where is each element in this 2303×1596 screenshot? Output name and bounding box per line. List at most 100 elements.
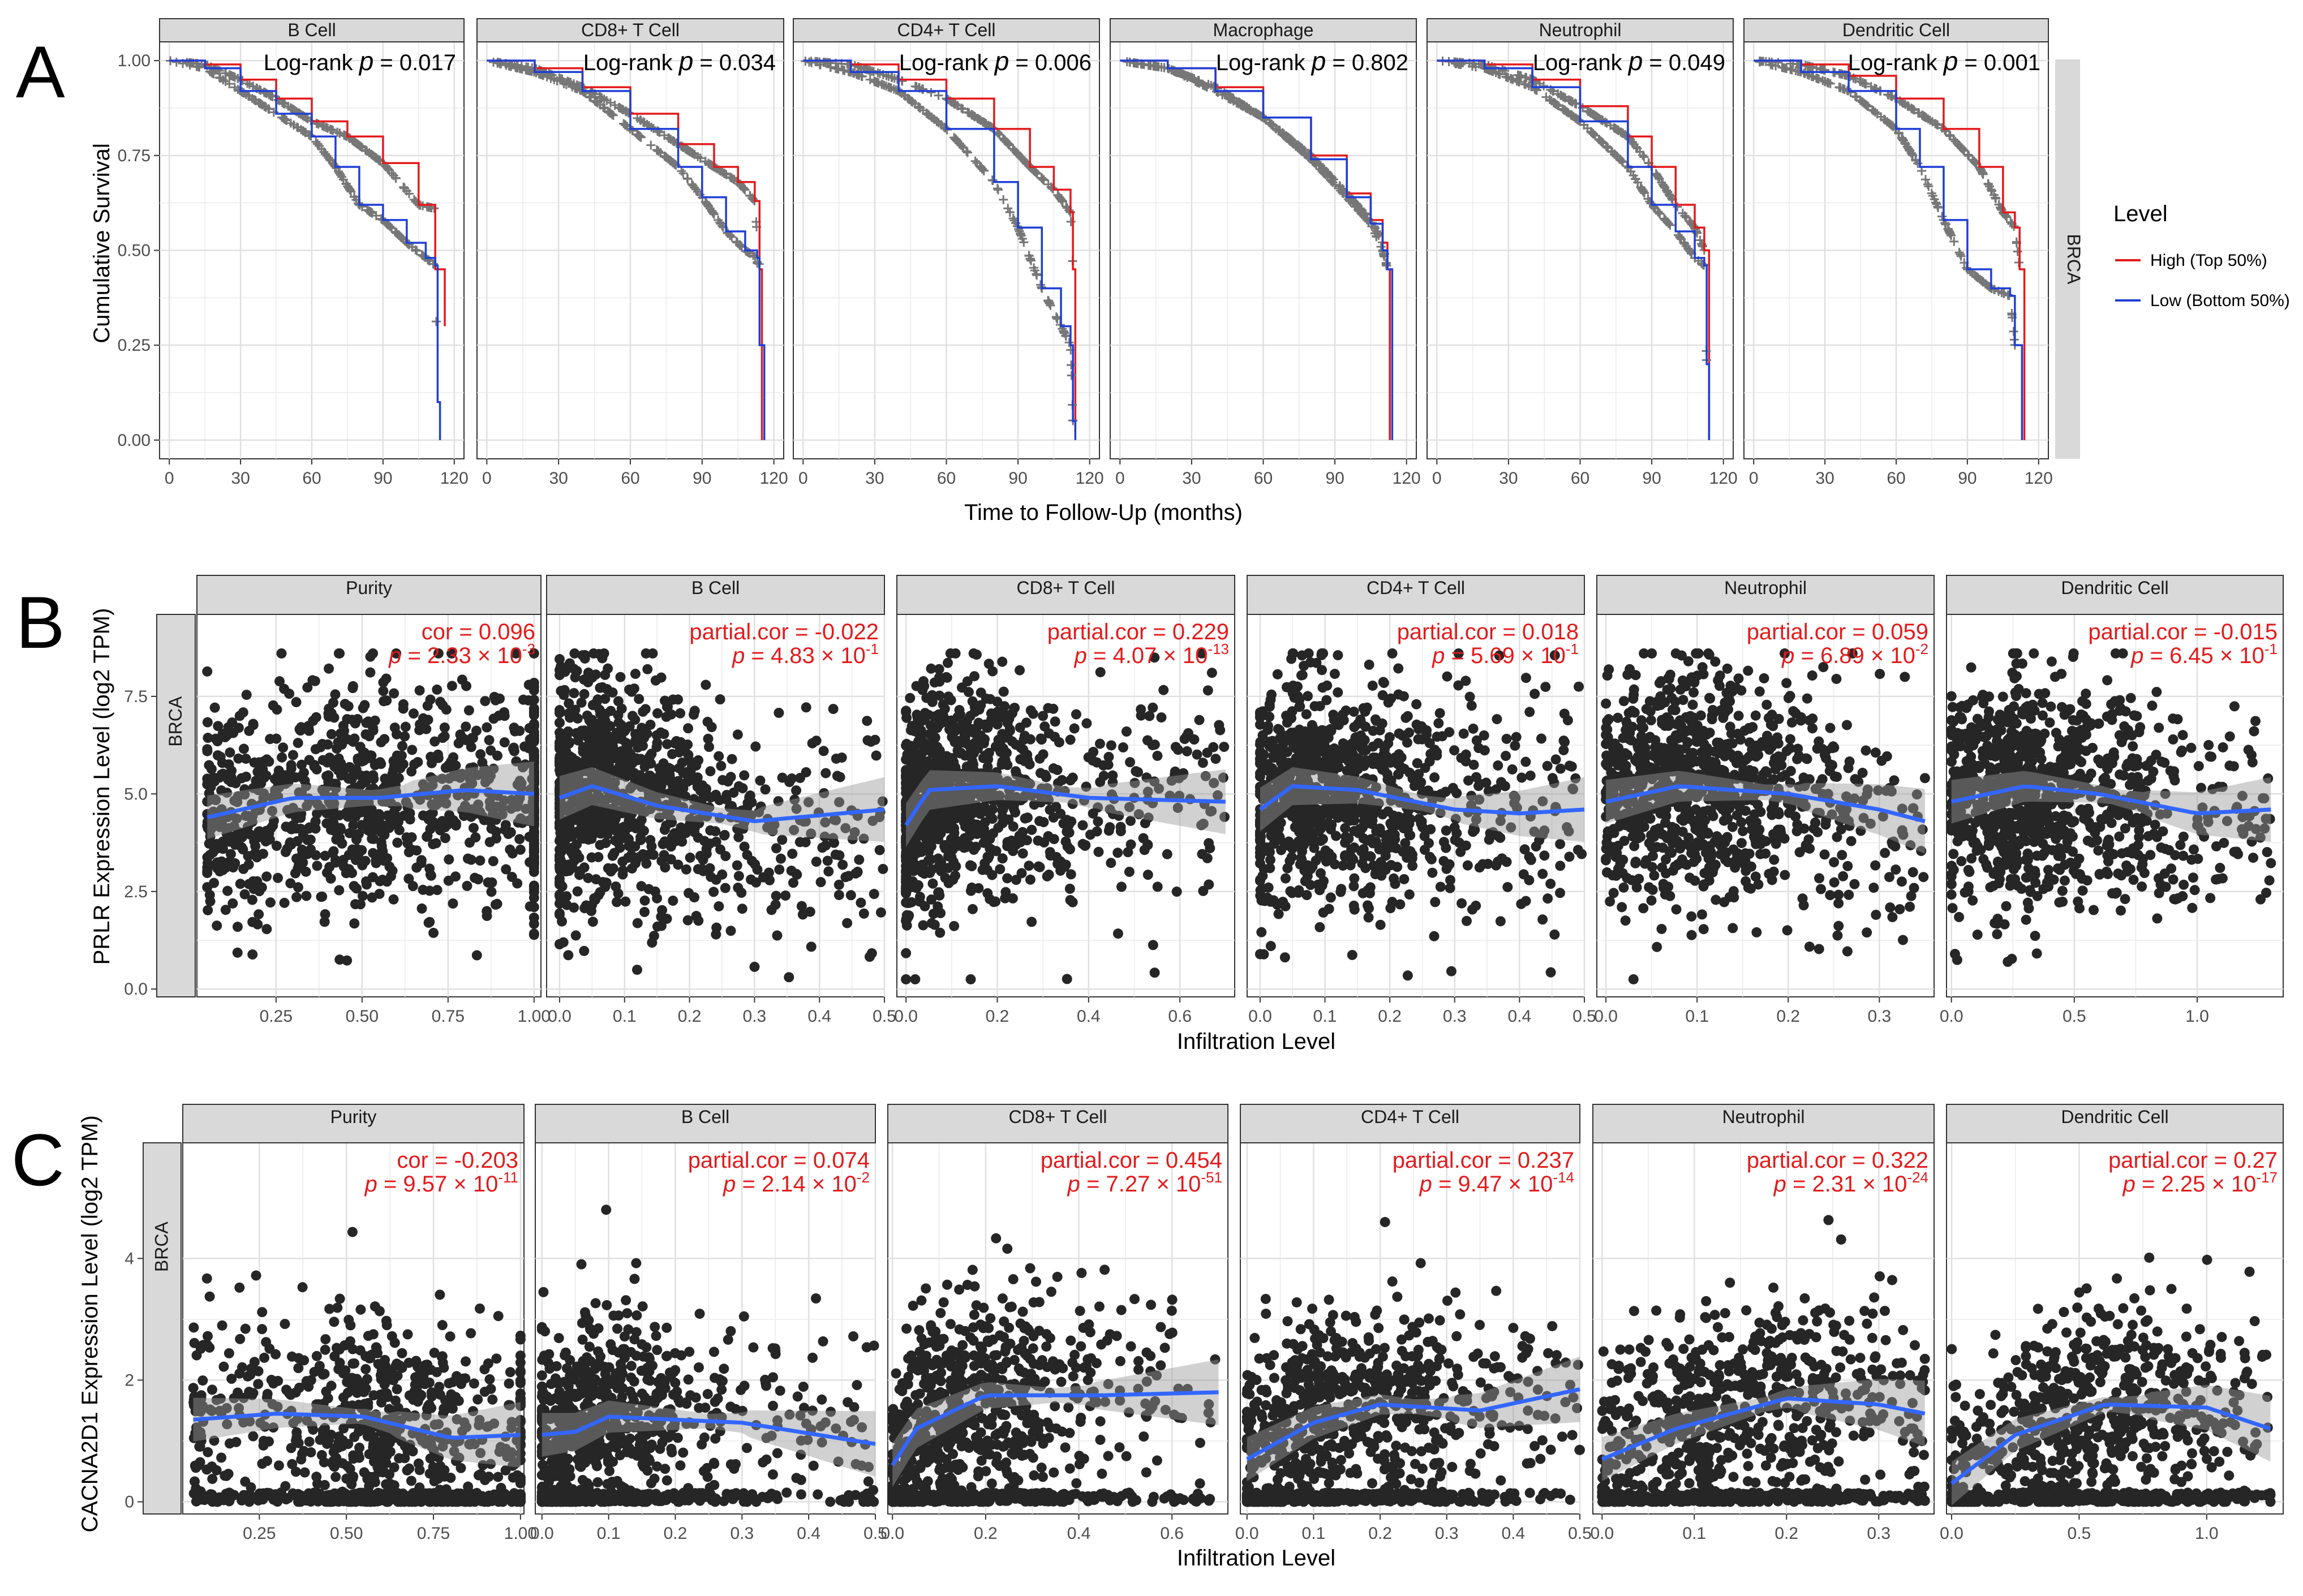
x-tick-label: 0 (1115, 469, 1125, 488)
y-tick-label: 0.25 (118, 336, 151, 355)
scatter-point (287, 750, 298, 760)
scatter-point (416, 903, 427, 914)
low-survival-curve (487, 59, 766, 440)
p-symbol: p (994, 46, 1009, 76)
scatter-point (238, 743, 249, 754)
scatter-point (240, 754, 251, 764)
log-rank-prefix: Log-rank (899, 50, 995, 75)
y-axis-title: Cumulative Survival (89, 143, 114, 343)
scatter-point (529, 694, 539, 705)
scatter-point (388, 894, 399, 905)
x-tick-label: 0 (798, 469, 808, 488)
x-tick-label: 0 (165, 469, 174, 488)
scatter-point (247, 894, 257, 905)
scatter-point (429, 736, 440, 747)
facet-title: Purity (346, 578, 392, 598)
high-survival-curve (1437, 59, 1711, 440)
log-rank-label: Log-rank p = 0.006 (899, 46, 1092, 76)
scatter-point (482, 910, 492, 921)
x-tick-label: 30 (865, 469, 884, 488)
x-tick-label: 60 (1254, 469, 1273, 488)
x-tick-label: 90 (1008, 469, 1027, 488)
scatter-point (293, 738, 303, 748)
high-survival-curve (169, 59, 446, 326)
scatter-point (367, 872, 378, 883)
scatter-point (297, 759, 307, 770)
scatter-point (425, 694, 436, 705)
log-rank-label: Log-rank p = 0.001 (1848, 46, 2040, 76)
scatter-point (357, 891, 368, 901)
scatter-point (358, 703, 368, 713)
scatter-point (252, 767, 263, 777)
x-tick-label: 120 (1393, 469, 1421, 488)
scatter-point (316, 803, 326, 814)
x-tick-label: 120 (440, 469, 469, 488)
scatter-point (425, 870, 436, 880)
survival-facet-4: Neutrophil Log-rank p = 0.049 0 30 60 90 120 (1427, 18, 1738, 488)
high-survival-curve-censor-marks (1755, 56, 2023, 267)
scatter-point (227, 832, 238, 843)
scatter-point (391, 648, 402, 659)
scatter-point (302, 682, 313, 693)
x-tick-label: 60 (1887, 469, 1905, 488)
scatter-point (397, 741, 408, 751)
scatter-point (378, 677, 389, 688)
scatter-point (264, 834, 275, 845)
scatter-point (233, 753, 244, 764)
scatter-point (325, 873, 336, 884)
log-rank-prefix: Log-rank (264, 50, 359, 75)
p-value: = 0.049 (1643, 50, 1725, 75)
scatter-point (340, 699, 350, 709)
low-survival-curve (803, 59, 1077, 440)
scatter-point (392, 837, 403, 848)
scatter-point (407, 745, 418, 755)
p-symbol: p (678, 46, 694, 76)
y-tick-label: 0.50 (118, 242, 151, 260)
facet-title: Neutrophil (1539, 20, 1622, 40)
survival-facet-5: Dendritic Cell Log-rank p = 0.001 0 30 60 90 1… (1743, 18, 2053, 488)
x-tick-label: 120 (2025, 469, 2053, 488)
log-rank-label: Log-rank p = 0.034 (583, 46, 776, 76)
scatter-point (326, 729, 337, 739)
facet-title: Macrophage (1213, 20, 1314, 40)
scatter-point (213, 721, 224, 732)
scatter-point (324, 663, 334, 674)
x-tick-label: 30 (231, 469, 250, 488)
x-tick-label: 0 (1749, 469, 1759, 488)
scatter-point (392, 729, 402, 739)
p-value: = 0.802 (1326, 50, 1408, 75)
x-tick-label: 90 (1642, 469, 1661, 488)
p-value: = 0.001 (1958, 50, 2040, 75)
legend-label-low: Low (Bottom 50%) (2150, 291, 2290, 310)
x-tick-label: 60 (1571, 469, 1589, 488)
p-symbol: p (1311, 46, 1326, 76)
survival-facet-1: CD8+ T Cell Log-rank p = 0.034 0 30 60 90 120 (476, 18, 788, 488)
scatter-point (501, 864, 512, 875)
x-tick-label: 60 (302, 469, 321, 488)
x-tick-label: 120 (760, 469, 788, 488)
facet-strip (1743, 18, 2049, 42)
x-tick-label: 120 (1076, 469, 1104, 488)
scatter-point (330, 689, 341, 700)
high-survival-curve (487, 59, 763, 440)
log-rank-prefix: Log-rank (1533, 50, 1629, 75)
scatter-point (441, 704, 452, 715)
p-value: = 0.034 (693, 50, 776, 75)
panel-a-survival-plots: B Cell Log-rank p = 0.017 0 30 60 90 120 0.00 0.… (89, 18, 2290, 525)
scatter-point (239, 789, 250, 800)
scatter-point (252, 919, 263, 930)
y-tick-label: 1.00 (118, 51, 151, 70)
facet-title: B Cell (287, 20, 336, 40)
scatter-point (461, 721, 471, 732)
scatter-point (368, 783, 379, 794)
scatter-point (509, 722, 519, 733)
p-symbol: p (358, 46, 374, 76)
scatter-point (202, 796, 213, 807)
scatter-point (225, 849, 236, 859)
scatter-point (261, 924, 272, 935)
low-survival-curve (1120, 59, 1394, 440)
scatter-point (227, 717, 238, 728)
scatter-point (461, 681, 472, 691)
